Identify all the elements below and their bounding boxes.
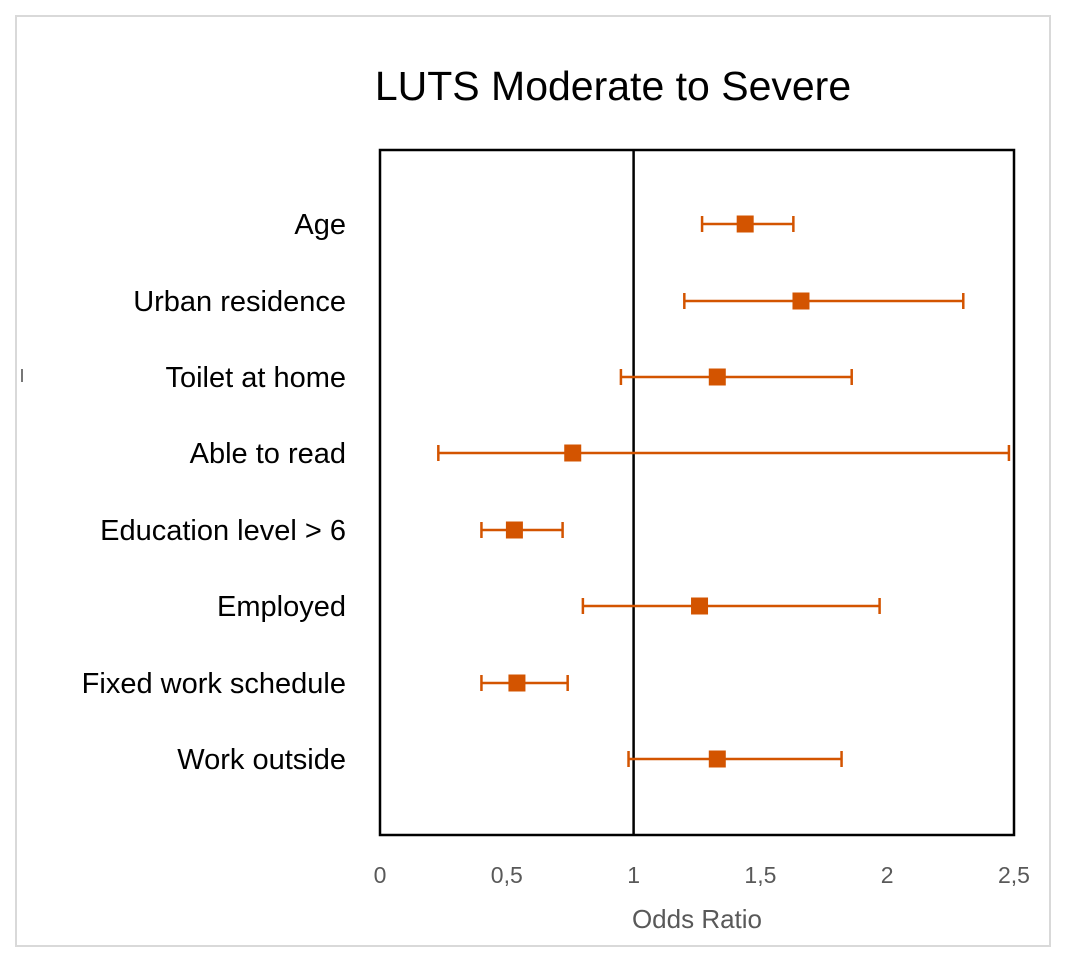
- x-tick-label: 2,5: [998, 862, 1030, 888]
- data-point-group: [480, 674, 569, 692]
- category-label: Toilet at home: [165, 362, 346, 394]
- category-label: Education level > 6: [100, 515, 346, 547]
- chart-title: LUTS Moderate to Severe: [375, 63, 851, 109]
- data-points: [437, 215, 1011, 768]
- category-labels: Age Urban residence Toilet at home Able to …: [82, 209, 346, 776]
- odds-ratio-marker: [708, 750, 726, 768]
- category-label: Urban residence: [133, 286, 346, 318]
- data-point-group: [581, 597, 881, 615]
- x-axis-ticks: 0 0,5 1 1,5 2 2,5: [374, 862, 1030, 888]
- plot-area-border: [378, 148, 1016, 837]
- x-tick-label: 2: [881, 862, 894, 888]
- stray-mark: [21, 369, 23, 382]
- category-label: Work outside: [177, 744, 346, 776]
- x-tick-label: 1,5: [744, 862, 776, 888]
- data-point-group: [700, 215, 795, 233]
- category-label: Employed: [217, 591, 346, 623]
- odds-ratio-marker: [505, 521, 523, 539]
- x-axis-title: Odds Ratio: [632, 904, 762, 934]
- x-tick-label: 1: [627, 862, 640, 888]
- category-label: Age: [294, 209, 346, 241]
- odds-ratio-marker: [736, 215, 754, 233]
- odds-ratio-marker: [508, 674, 526, 692]
- odds-ratio-marker: [708, 368, 726, 386]
- odds-ratio-marker: [792, 292, 810, 310]
- data-point-group: [683, 292, 965, 310]
- odds-ratio-marker: [564, 444, 582, 462]
- data-point-group: [627, 750, 843, 768]
- data-point-group: [480, 521, 564, 539]
- odds-ratio-marker: [691, 597, 709, 615]
- x-tick-label: 0,5: [491, 862, 523, 888]
- x-tick-label: 0: [374, 862, 387, 888]
- chart-frame: [15, 15, 1051, 947]
- data-point-group: [437, 444, 1011, 462]
- category-label: Fixed work schedule: [82, 668, 346, 700]
- category-label: Able to read: [190, 438, 346, 470]
- data-point-group: [619, 368, 853, 386]
